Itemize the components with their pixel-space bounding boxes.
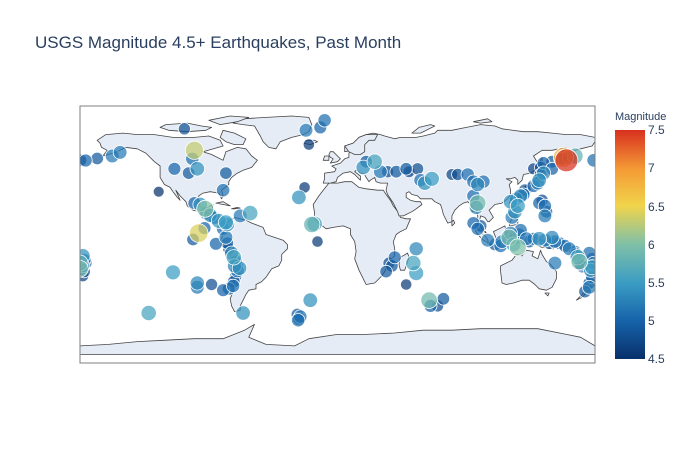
earthquake-marker[interactable] (570, 252, 589, 271)
earthquake-marker[interactable] (298, 123, 314, 138)
earthquake-marker[interactable] (423, 170, 440, 187)
earthquake-marker[interactable] (469, 194, 487, 212)
earthquake-marker[interactable] (547, 255, 563, 271)
landmass-cuba (215, 201, 231, 207)
map-frame (79, 105, 596, 364)
landmass-north-america (96, 132, 258, 224)
earthquake-marker[interactable] (317, 113, 332, 128)
colorbar-tick-7: 7 (648, 161, 655, 175)
earthquake-marker[interactable] (302, 292, 319, 308)
earthquake-marker[interactable] (387, 250, 402, 265)
earthquake-marker[interactable] (184, 140, 204, 160)
colorbar-tick-6-5: 6.5 (648, 200, 665, 214)
earthquake-marker[interactable] (196, 199, 215, 218)
earthquake-marker[interactable] (531, 172, 547, 188)
earthquake-marker[interactable] (537, 208, 553, 224)
earthquake-marker[interactable] (218, 230, 234, 245)
earthquake-marker[interactable] (235, 305, 251, 321)
earthquake-marker[interactable] (509, 197, 526, 214)
colorbar-tick-5: 5 (648, 314, 655, 328)
earthquake-marker[interactable] (544, 229, 560, 245)
earthquake-marker[interactable] (311, 235, 324, 248)
landmass-britain (328, 151, 341, 164)
earthquake-marker[interactable] (79, 153, 93, 168)
earthquake-marker[interactable] (217, 214, 234, 231)
earthquake-marker[interactable] (140, 304, 157, 322)
earthquake-marker[interactable] (379, 264, 393, 279)
earthquake-marker[interactable] (470, 221, 485, 236)
earthquake-marker[interactable] (582, 280, 596, 295)
earthquake-marker[interactable] (242, 205, 259, 222)
earthquake-marker[interactable] (405, 255, 422, 272)
earthquake-marker[interactable] (219, 166, 233, 180)
colorbar-gradient (615, 130, 645, 359)
landmass-tasmania (544, 292, 550, 297)
landmass-hispaniola (231, 206, 241, 210)
earthquake-marker[interactable] (188, 223, 209, 243)
earthquake-marker[interactable] (205, 277, 219, 291)
earthquake-marker[interactable] (508, 238, 527, 257)
earthquake-marker[interactable] (411, 162, 425, 176)
earthquake-marker[interactable] (189, 161, 206, 177)
earthquake-marker[interactable] (225, 249, 242, 266)
earthquake-marker[interactable] (72, 260, 89, 278)
landmass-antarctica (80, 323, 595, 355)
landmass-scandinavia (344, 134, 379, 155)
earthquake-marker[interactable] (291, 313, 306, 328)
earthquake-marker[interactable] (291, 189, 307, 206)
earthquake-marker[interactable] (400, 278, 413, 291)
earthquake-marker[interactable] (177, 122, 191, 136)
earthquake-marker[interactable] (90, 151, 104, 166)
chart-title: USGS Magnitude 4.5+ Earthquakes, Past Mo… (35, 33, 402, 52)
earthquake-marker[interactable] (399, 162, 413, 176)
earthquake-marker[interactable] (436, 292, 451, 306)
earthquake-marker[interactable] (302, 138, 315, 151)
earthquake-marker[interactable] (420, 291, 438, 309)
earthquake-marker[interactable] (531, 231, 547, 247)
earthquake-marker[interactable] (112, 145, 128, 160)
landmass-australia (500, 249, 557, 291)
earthquake-marker[interactable] (189, 275, 205, 291)
earthquake-marker[interactable] (470, 176, 486, 192)
colorbar-tick-7-5: 7.5 (648, 123, 665, 137)
earthquake-marker[interactable] (165, 264, 181, 281)
earthquake-marker[interactable] (167, 161, 182, 176)
earthquake-marker[interactable] (303, 215, 321, 233)
earthquake-marker[interactable] (226, 278, 241, 293)
earthquake-marker[interactable] (216, 183, 231, 198)
earthquake-marker[interactable] (586, 153, 600, 168)
earthquake-marker[interactable] (152, 185, 165, 198)
landmass-greenland (232, 115, 313, 150)
colorbar-tick-5-5: 5.5 (648, 276, 665, 290)
landmass-sri-lanka (451, 219, 456, 227)
earthquake-marker[interactable] (480, 232, 496, 248)
colorbar-tick-4-5: 4.5 (648, 352, 665, 366)
landmass-severnaya-zemlya (472, 118, 493, 124)
landmass-baffin-island (219, 129, 247, 146)
landmass-ireland (322, 155, 330, 161)
earthquake-marker[interactable] (408, 241, 424, 257)
marker-layer (72, 113, 600, 328)
colorbar-title: Magnitude (615, 111, 667, 123)
landmass-ellesmere (208, 115, 250, 125)
earthquake-marker[interactable] (366, 153, 383, 170)
colorbar-tick-6: 6 (648, 238, 655, 252)
landmass-novaya-zemlya (411, 124, 436, 134)
earthquake-marker[interactable] (554, 148, 579, 173)
